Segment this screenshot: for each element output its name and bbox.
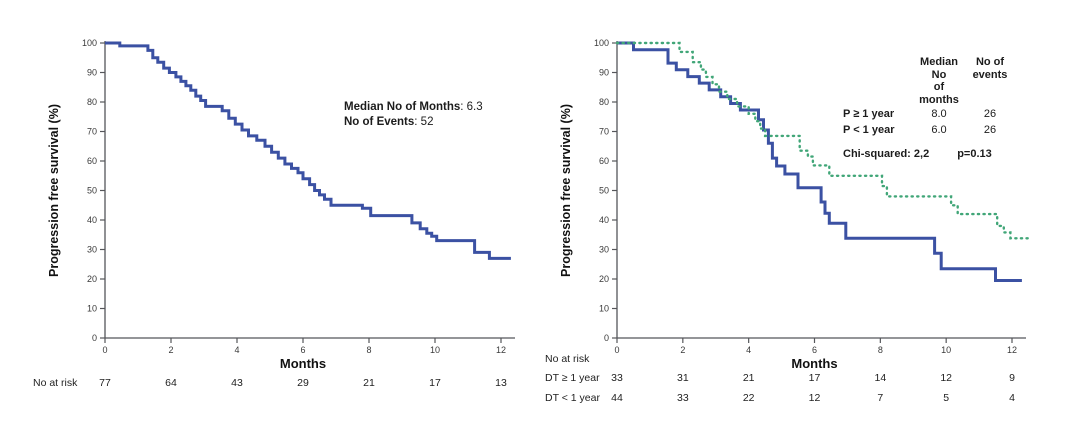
x-tick-label: 4 — [746, 345, 751, 355]
y-tick-label: 20 — [599, 274, 609, 284]
legend-header-median: Median No of months — [913, 56, 965, 106]
x-tick-label: 2 — [680, 345, 685, 355]
at-risk-row-label-dt-lt-1yr: DT < 1 year — [545, 392, 600, 404]
legend-statistics: Chi-squared: 2,2 p=0.13 — [843, 148, 1013, 160]
km-curve-dt-1-year — [617, 41, 1022, 282]
y-tick-label: 50 — [599, 186, 609, 196]
at-risk-count: 33 — [611, 372, 623, 384]
legend-header-events-line1: No of — [975, 56, 1005, 68]
x-tick-label: 10 — [941, 345, 951, 355]
legend-row-events: 26 — [983, 108, 997, 120]
legend-header-median-line1: Median No — [920, 56, 958, 81]
y-tick-label: 70 — [87, 127, 97, 137]
at-risk-title-right: No at risk — [545, 353, 590, 365]
at-risk-title-left: No at risk — [33, 377, 78, 389]
x-tick-label: 2 — [168, 345, 173, 355]
at-risk-count: 7 — [877, 392, 884, 404]
y-tick-label: 30 — [599, 245, 609, 255]
y-tick-label: 70 — [599, 127, 609, 137]
legend-row-median: 8.0 — [931, 108, 947, 120]
annotation-line-events: No of Events: 52 — [344, 115, 483, 130]
x-tick-label: 6 — [812, 345, 817, 355]
at-risk-count: 12 — [808, 392, 821, 404]
x-tick-label: 12 — [496, 345, 506, 355]
at-risk-count: 31 — [676, 372, 689, 384]
y-tick-label: 10 — [599, 304, 609, 314]
at-risk-count: 29 — [297, 377, 309, 389]
at-risk-count: 14 — [874, 372, 887, 384]
at-risk-count: 17 — [429, 377, 441, 389]
x-tick-label: 8 — [366, 345, 371, 355]
y-tick-label: 40 — [599, 215, 609, 225]
x-tick-label: 0 — [614, 345, 619, 355]
y-tick-label: 10 — [87, 304, 97, 314]
y-tick-label: 0 — [92, 333, 97, 343]
chi-squared-label: Chi-squared: 2,2 — [843, 148, 930, 160]
x-tick-label: 4 — [234, 345, 239, 355]
y-tick-label: 50 — [87, 186, 97, 196]
y-tick-label: 20 — [87, 274, 97, 284]
y-tick-label: 90 — [87, 68, 97, 78]
x-tick-label: 8 — [878, 345, 883, 355]
events-label: No of Events — [344, 116, 415, 128]
at-risk-count: 21 — [742, 372, 755, 384]
legend-row-name: P ≥ 1 year — [843, 108, 895, 120]
median-value: : 6.3 — [460, 101, 483, 113]
at-risk-count: 17 — [808, 372, 821, 384]
at-risk-row-label-dt-ge-1yr: DT ≥ 1 year — [545, 372, 600, 384]
legend-row-median: 6.0 — [931, 123, 947, 136]
km-curve-dt-1-year — [615, 41, 1030, 240]
at-risk-count: 13 — [495, 377, 507, 389]
km-curve-series — [105, 41, 511, 260]
at-risk-count: 43 — [231, 377, 243, 389]
median-label: Median No of Months — [344, 101, 461, 113]
y-tick-label: 100 — [594, 38, 609, 48]
at-risk-count: 33 — [676, 392, 689, 404]
y-tick-label: 0 — [604, 333, 609, 343]
legend-header-events-line2: events — [972, 68, 1008, 81]
at-risk-count: 64 — [165, 377, 177, 389]
legend-header-median-line2: of months — [919, 81, 959, 106]
at-risk-count: 22 — [742, 392, 755, 404]
x-axis-title: Months — [791, 356, 837, 371]
at-risk-count: 77 — [99, 377, 111, 389]
annotation-line-median: Median No of Months: 6.3 — [344, 100, 483, 115]
legend-row-events: 26 — [983, 123, 997, 136]
y-tick-label: 80 — [599, 97, 609, 107]
at-risk-count: 21 — [363, 377, 375, 389]
y-tick-label: 60 — [87, 156, 97, 166]
y-tick-label: 80 — [87, 97, 97, 107]
legend-row-name: P < 1 year — [843, 123, 895, 136]
x-tick-label: 6 — [300, 345, 305, 355]
x-tick-label: 12 — [1007, 345, 1017, 355]
at-risk-count: 44 — [611, 392, 623, 404]
y-tick-label: 30 — [87, 245, 97, 255]
y-axis-title: Progression free survival (%) — [559, 104, 573, 277]
events-value: : 52 — [414, 116, 434, 128]
y-tick-label: 90 — [599, 68, 609, 78]
legend-spacer — [843, 56, 911, 106]
x-tick-label: 10 — [430, 345, 440, 355]
at-risk-count: 12 — [940, 372, 952, 384]
at-risk-count: 5 — [943, 392, 950, 404]
y-axis-title: Progression free survival (%) — [47, 104, 61, 277]
legend-table: Median No of months No of events P ≥ 1 y… — [843, 56, 1013, 160]
x-axis-title: Months — [280, 356, 326, 371]
y-tick-label: 100 — [82, 38, 97, 48]
legend-header-events: No of events — [967, 56, 1013, 106]
annotation-median-events: Median No of Months: 6.3 No of Events: 5… — [344, 100, 483, 130]
y-tick-label: 60 — [599, 156, 609, 166]
p-value: p=0.13 — [957, 148, 992, 160]
x-tick-label: 0 — [102, 345, 107, 355]
at-risk-count: 4 — [1009, 392, 1015, 404]
y-tick-label: 40 — [87, 215, 97, 225]
at-risk-count: 9 — [1009, 372, 1015, 384]
